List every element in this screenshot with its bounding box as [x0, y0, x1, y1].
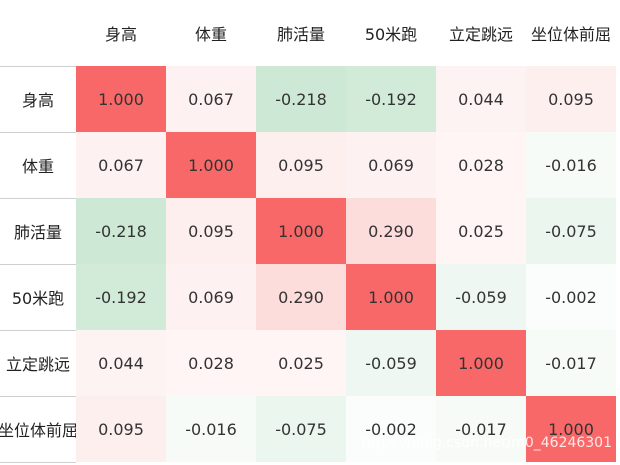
heatmap-cell: 1.000 — [526, 396, 616, 462]
heatmap-cell: -0.002 — [526, 264, 616, 330]
row-divider — [0, 132, 76, 133]
row-divider — [0, 66, 76, 67]
heatmap-cell: 0.028 — [166, 330, 256, 396]
heatmap-cell: -0.016 — [166, 396, 256, 462]
column-header: 肺活量 — [276, 25, 325, 44]
heatmap-cell: 0.028 — [436, 132, 526, 198]
row-label: 肺活量 — [13, 223, 62, 242]
heatmap-cell: -0.075 — [256, 396, 346, 462]
watermark: https://blog.csdn.net/m0_46246301 — [361, 435, 612, 451]
heatmap-cell: 1.000 — [256, 198, 346, 264]
heatmap-cell: 0.069 — [166, 264, 256, 330]
heatmap-cell: 0.067 — [166, 66, 256, 132]
heatmap-cell: 0.290 — [256, 264, 346, 330]
heatmap-cell: 0.025 — [256, 330, 346, 396]
heatmap-cell: -0.075 — [526, 198, 616, 264]
heatmap-cell: 0.069 — [346, 132, 436, 198]
heatmap-cell: 1.000 — [166, 132, 256, 198]
row-divider — [0, 462, 76, 463]
heatmap-cell: -0.017 — [526, 330, 616, 396]
heatmap-cell: 0.095 — [76, 396, 166, 462]
row-divider — [0, 264, 76, 265]
heatmap-cell: 0.044 — [76, 330, 166, 396]
row-label: 50米跑 — [11, 289, 65, 308]
row-label: 立定跳远 — [5, 355, 70, 374]
heatmap-cell: 1.000 — [346, 264, 436, 330]
heatmap-cell: 1.000 — [436, 330, 526, 396]
heatmap-cell: 0.067 — [76, 132, 166, 198]
column-header: 体重 — [194, 25, 227, 44]
row-label: 身高 — [21, 91, 54, 110]
column-header: 坐位体前屈 — [530, 25, 611, 44]
heatmap-cell: -0.002 — [346, 396, 436, 462]
row-divider — [0, 396, 76, 397]
row-label: 体重 — [21, 157, 54, 176]
heatmap-cell: -0.218 — [76, 198, 166, 264]
heatmap-cell: -0.017 — [436, 396, 526, 462]
column-header: 立定跳远 — [448, 25, 513, 44]
heatmap-cell: 0.290 — [346, 198, 436, 264]
row-divider — [0, 330, 76, 331]
heatmap-cell: -0.059 — [436, 264, 526, 330]
heatmap-cell: -0.218 — [256, 66, 346, 132]
heatmap-cell: -0.059 — [346, 330, 436, 396]
heatmap-cell: -0.192 — [76, 264, 166, 330]
heatmap-cell: -0.192 — [346, 66, 436, 132]
heatmap-cell: 1.000 — [76, 66, 166, 132]
column-header: 50米跑 — [364, 25, 418, 44]
row-divider — [0, 198, 76, 199]
column-header: 身高 — [104, 25, 137, 44]
heatmap-cell: 0.095 — [256, 132, 346, 198]
heatmap-cell: 0.044 — [436, 66, 526, 132]
heatmap-cell: 0.025 — [436, 198, 526, 264]
heatmap-cell: 0.095 — [526, 66, 616, 132]
row-label: 坐位体前屈 — [0, 421, 76, 440]
heatmap-cell: 0.095 — [166, 198, 256, 264]
heatmap-cell: -0.016 — [526, 132, 616, 198]
